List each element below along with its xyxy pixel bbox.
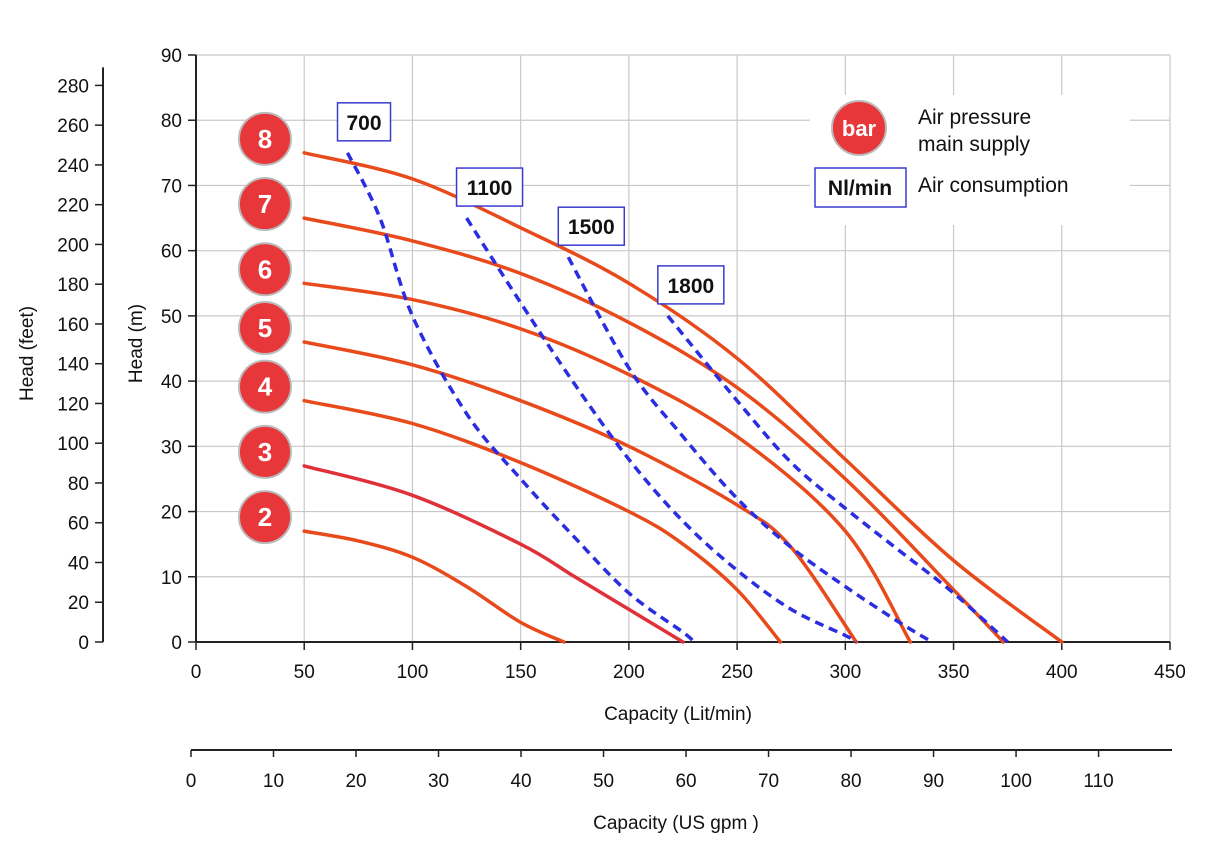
- pressure-markers: 2 3 4 5 6 7 8: [238, 111, 292, 545]
- y-tick-label: 40: [161, 372, 182, 393]
- secondary-y-tick-label: 60: [68, 514, 89, 535]
- consumption-box: [657, 265, 725, 305]
- legend-bar-symbol-label: bar: [842, 116, 877, 141]
- secondary-y-tick-label: 160: [57, 315, 89, 336]
- y-tick-label: 80: [161, 111, 182, 132]
- consumption-curves: [345, 152, 1009, 644]
- secondary-y-tick-label: 80: [68, 474, 89, 495]
- y-tick-label: 10: [161, 568, 182, 589]
- legend-consumption-symbol-label: Nl/min: [828, 177, 892, 200]
- secondary-x-tick-label: 0: [186, 771, 197, 792]
- pressure-marker-label: 3: [258, 437, 272, 467]
- consumption-curve-1800: [666, 314, 1009, 644]
- secondary-x-tick-label: 40: [510, 771, 531, 792]
- secondary-y-tick-label: 240: [57, 156, 89, 177]
- pressure-curve-4: [302, 398, 783, 644]
- y-tick-label: 20: [161, 503, 182, 524]
- legend-consumption-symbol: [814, 167, 907, 208]
- legend-pressure-text-2: main supply: [918, 133, 1031, 156]
- consumption-box: [336, 102, 392, 142]
- legend: bar Air pressure main supply Nl/min Air cons…: [810, 95, 1130, 225]
- y-tick-label: 0: [171, 633, 182, 654]
- secondary-y-tick-label: 100: [57, 434, 89, 455]
- secondary-x-axis-label: Capacity (US gpm ): [593, 813, 759, 834]
- pressure-curve-8: [302, 151, 1064, 644]
- legend-bar-symbol: [831, 100, 887, 156]
- pressure-marker-label: 5: [258, 313, 272, 343]
- pressure-marker-label: 2: [258, 502, 272, 532]
- y-axis-label: Head (m): [126, 304, 147, 383]
- pressure-marker-circle: [238, 242, 292, 297]
- pressure-curve-3: [302, 464, 685, 644]
- pressure-curve-5: [302, 340, 858, 644]
- legend-consumption-text: Air consumption: [918, 174, 1069, 197]
- legend-pressure-text-1: Air pressure: [918, 106, 1031, 129]
- secondary-x-tick-label: 80: [840, 771, 861, 792]
- x-tick-label: 0: [191, 662, 202, 683]
- consumption-labels: 700 1100 1500 1800: [336, 102, 725, 305]
- pressure-marker-label: 7: [258, 189, 272, 219]
- secondary-y-tick-label: 260: [57, 116, 89, 137]
- secondary-x-tick-label: 50: [593, 771, 614, 792]
- pressure-curve-7: [302, 216, 1006, 644]
- secondary-y-tick-label: 0: [78, 633, 89, 654]
- pressure-marker-circle: [238, 490, 292, 545]
- secondary-x-tick-label: 20: [345, 771, 366, 792]
- x-tick-label: 100: [397, 662, 429, 683]
- secondary-y-tick-label: 40: [68, 553, 89, 574]
- x-tick-label: 200: [613, 662, 645, 683]
- pressure-marker-circle: [238, 300, 292, 355]
- x-tick-label: 300: [829, 662, 861, 683]
- consumption-curve-1100: [465, 217, 858, 644]
- pressure-marker-circle: [238, 359, 292, 414]
- pressure-curve-2: [302, 529, 566, 644]
- consumption-box: [557, 206, 626, 246]
- secondary-x-tick-label: 70: [758, 771, 779, 792]
- consumption-box-label: 1500: [568, 216, 615, 239]
- y-tick-label: 60: [161, 242, 182, 263]
- consumption-box: [455, 167, 524, 207]
- pressure-curves: [302, 151, 1064, 644]
- consumption-box-label: 1800: [667, 275, 714, 298]
- secondary-y-tick-label: 220: [57, 196, 89, 217]
- y-tick-label: 70: [161, 176, 182, 197]
- pressure-marker-circle: [238, 111, 292, 166]
- secondary-x-tick-label: 100: [1000, 771, 1032, 792]
- secondary-y-tick-label: 140: [57, 355, 89, 376]
- pressure-marker-circle: [238, 177, 292, 232]
- secondary-x-tick-label: 90: [923, 771, 944, 792]
- x-tick-label: 450: [1154, 662, 1186, 683]
- consumption-box-label: 1100: [467, 177, 513, 200]
- secondary-y-tick-label: 20: [68, 593, 89, 614]
- x-tick-label: 250: [721, 662, 753, 683]
- x-tick-label: 150: [505, 662, 537, 683]
- y-tick-label: 90: [161, 46, 182, 67]
- x-tick-label: 400: [1046, 662, 1078, 683]
- secondary-y-tick-label: 200: [57, 235, 89, 256]
- secondary-x-tick-label: 110: [1083, 771, 1113, 792]
- y-tick-label: 50: [161, 307, 182, 328]
- x-axis-label: Capacity (Lit/min): [604, 704, 752, 725]
- secondary-x-tick-label: 60: [675, 771, 696, 792]
- consumption-curve-1500: [566, 256, 933, 644]
- secondary-y-tick-label: 120: [57, 394, 89, 415]
- secondary-y-tick-label: 180: [57, 275, 89, 296]
- y-tick-label: 30: [161, 437, 182, 458]
- pressure-marker-circle: [238, 424, 292, 479]
- x-tick-label: 350: [938, 662, 970, 683]
- x-tick-label: 50: [294, 662, 315, 683]
- secondary-y-tick-label: 280: [57, 76, 89, 97]
- secondary-x-tick-label: 30: [428, 771, 449, 792]
- consumption-box-label: 700: [346, 112, 381, 135]
- pressure-marker-label: 6: [258, 254, 272, 284]
- secondary-y-axis-label: Head (feet): [17, 306, 38, 401]
- secondary-x-tick-label: 10: [263, 771, 284, 792]
- pressure-marker-label: 8: [258, 124, 272, 154]
- pressure-marker-label: 4: [258, 372, 273, 402]
